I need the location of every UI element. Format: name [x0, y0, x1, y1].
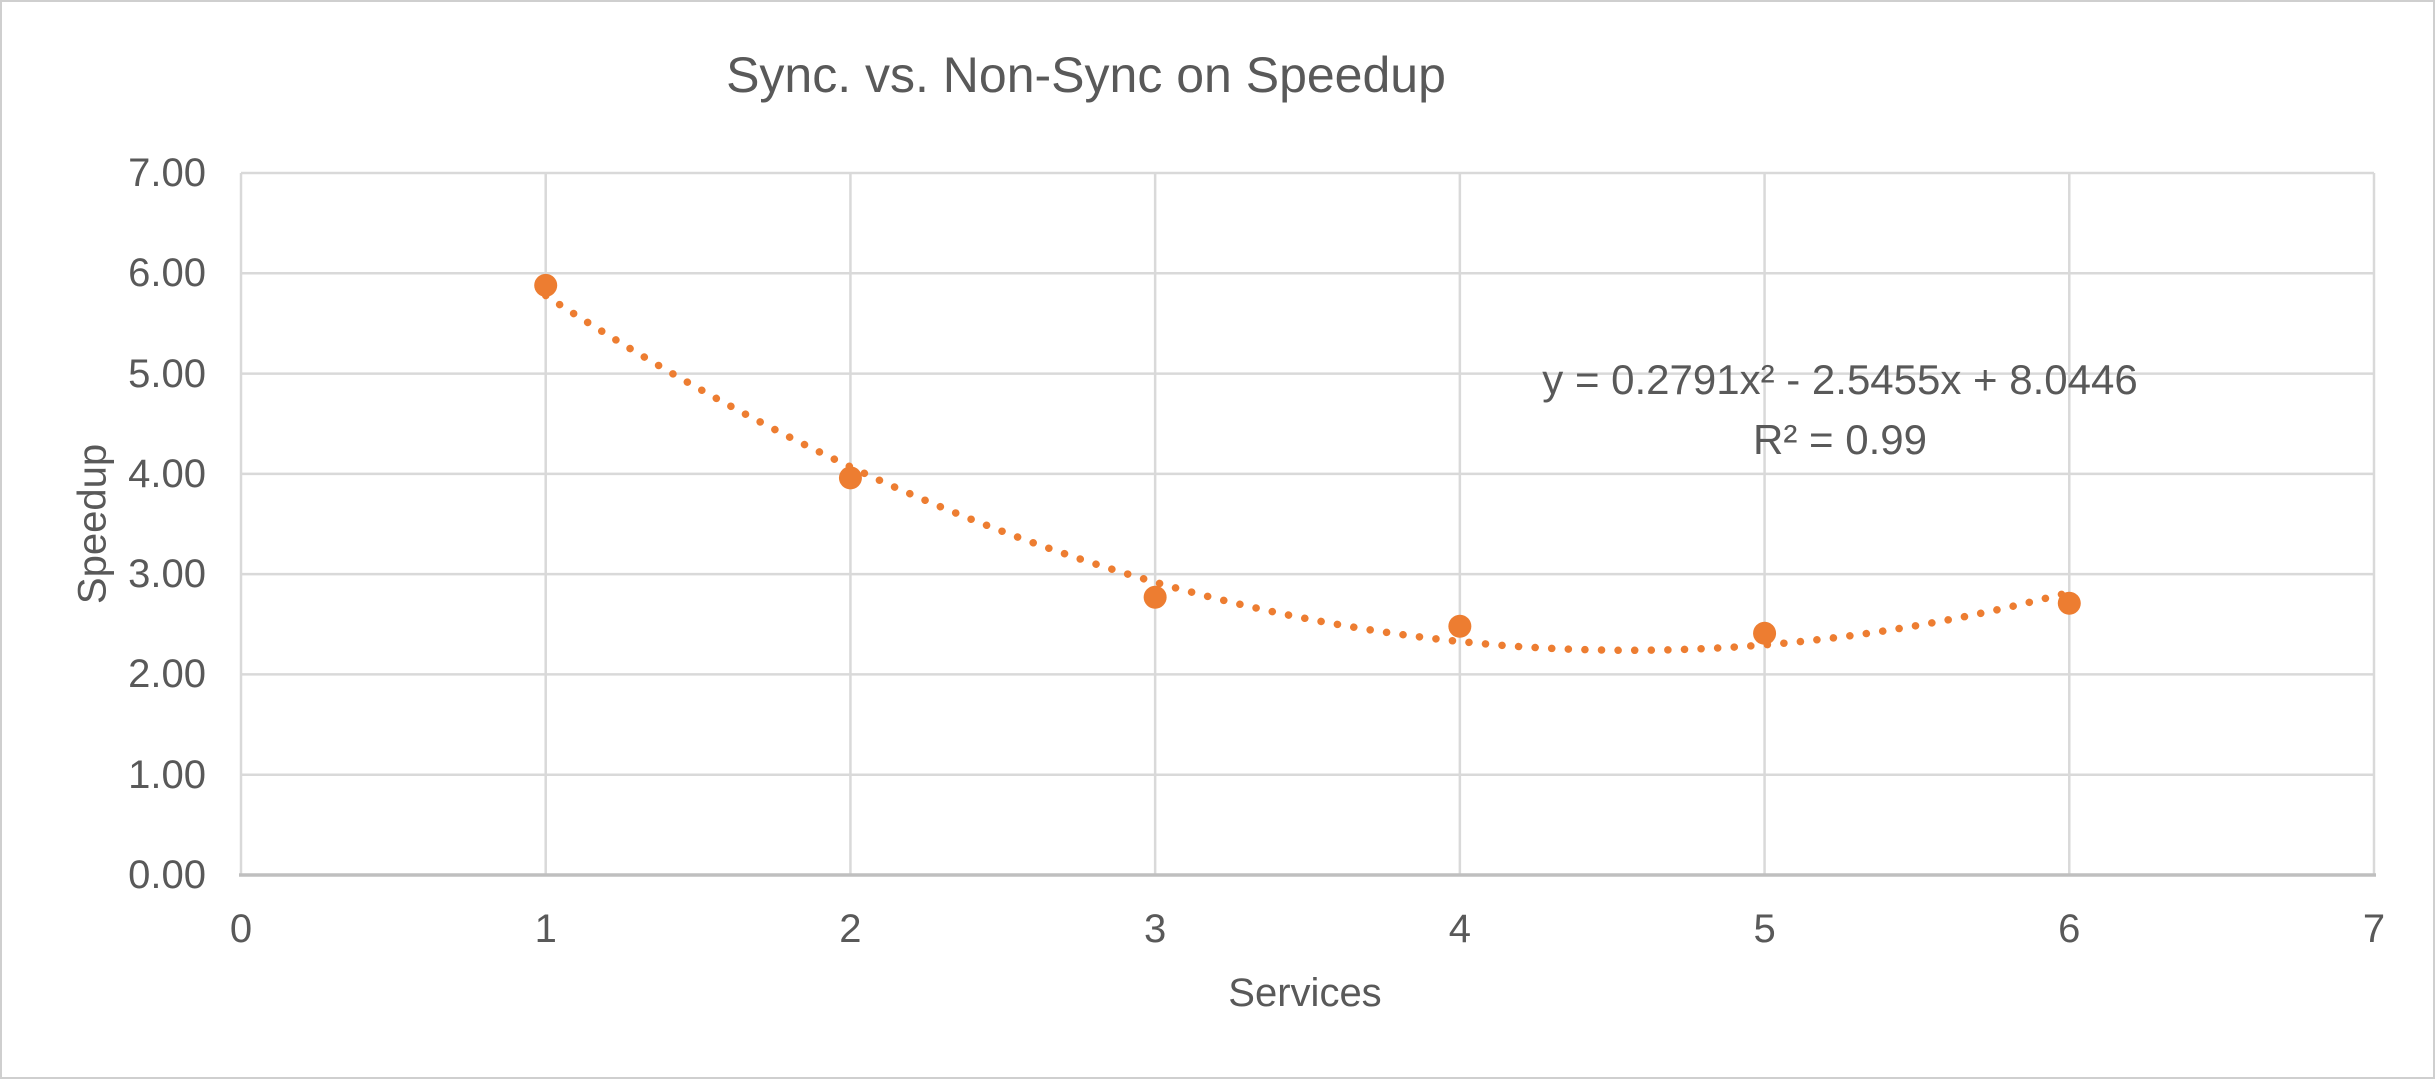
data-point-marker	[1143, 585, 1167, 609]
x-axis-title: Services	[1228, 971, 1382, 1015]
x-tick-label: 3	[1144, 907, 1167, 951]
y-tick-label: 3.00	[128, 552, 206, 597]
trendline-dotted-curve	[541, 291, 2074, 655]
y-tick-label: 1.00	[128, 752, 206, 797]
data-point-marker	[534, 273, 558, 297]
trendline-equation: y = 0.2791x² - 2.5455x + 8.0446	[1542, 356, 2138, 403]
x-tick-label: 1	[534, 907, 557, 951]
x-tick-label: 2	[839, 907, 862, 951]
y-tick-label: 7.00	[128, 151, 206, 195]
x-tick-label: 5	[1753, 907, 1776, 951]
y-tick-label: 4.00	[128, 451, 206, 496]
y-tick-label: 6.00	[128, 251, 206, 296]
y-tick-label: 2.00	[128, 652, 206, 697]
x-tick-label: 7	[2362, 907, 2386, 951]
x-tick-label: 0	[229, 907, 253, 951]
x-tick-label: 4	[1448, 907, 1471, 951]
data-point-marker	[1448, 614, 1472, 638]
data-point-marker	[2057, 591, 2081, 615]
y-tick-label: 5.00	[128, 351, 206, 396]
data-point-marker	[1753, 621, 1777, 645]
data-point-marker	[838, 466, 862, 490]
y-tick-label: 0.00	[128, 853, 206, 897]
x-tick-label: 6	[2058, 907, 2081, 951]
trendline-r-squared: R² = 0.99	[1753, 416, 1927, 463]
trendline-annotation: y = 0.2791x² - 2.5455x + 8.0446 R² = 0.9…	[1542, 350, 2137, 470]
chart-title: Sync. vs. Non-Sync on Speedup	[726, 47, 1446, 103]
